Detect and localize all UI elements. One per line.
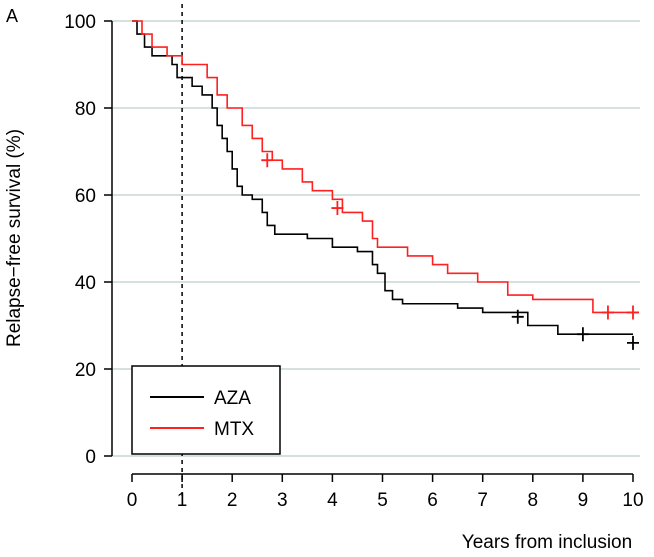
y-tick-label-80: 80	[75, 99, 96, 120]
y-tick-label-60: 60	[75, 186, 96, 207]
censor-mark-aza-0	[511, 309, 524, 324]
x-tick-label-5: 5	[377, 490, 388, 511]
censor-mark-mtx-0	[261, 153, 274, 168]
legend-box	[131, 365, 281, 455]
x-axis: 0 1 2 3 4 5 6 7 8 9 10	[127, 473, 644, 511]
survival-curve-aza	[132, 20, 633, 335]
y-axis: 0 20 40 60 80 100	[64, 12, 113, 468]
legend-label-mtx: MTX	[214, 419, 254, 440]
x-tick-label-4: 4	[327, 490, 338, 511]
y-tick-label-0: 0	[85, 447, 96, 468]
x-tick-label-1: 1	[177, 490, 188, 511]
survival-curves	[132, 20, 639, 350]
x-tick-label-10: 10	[622, 490, 643, 511]
censor-mark-aza-2	[627, 335, 639, 350]
censor-mark-mtx-1	[331, 201, 344, 216]
panel-letter: A	[6, 6, 18, 26]
censor-mark-aza-1	[576, 327, 589, 342]
y-tick-label-100: 100	[64, 12, 96, 33]
y-tick-label-20: 20	[75, 360, 96, 381]
censor-mark-mtx-2	[601, 305, 614, 320]
x-axis-title: Years from inclusion	[462, 532, 632, 553]
censor-mark-mtx-3	[627, 305, 639, 320]
x-tick-label-8: 8	[528, 490, 539, 511]
x-tick-label-6: 6	[427, 490, 438, 511]
survival-curve-mtx	[132, 20, 633, 314]
x-tick-label-2: 2	[227, 490, 238, 511]
x-tick-label-3: 3	[277, 490, 288, 511]
x-tick-label-0: 0	[127, 490, 138, 511]
x-tick-label-9: 9	[578, 490, 589, 511]
y-axis-title: Relapse−free survival (%)	[4, 129, 25, 347]
y-tick-label-40: 40	[75, 273, 96, 294]
legend-label-aza: AZA	[214, 388, 251, 409]
legend: AZA MTX	[131, 365, 281, 455]
x-tick-label-7: 7	[477, 490, 488, 511]
